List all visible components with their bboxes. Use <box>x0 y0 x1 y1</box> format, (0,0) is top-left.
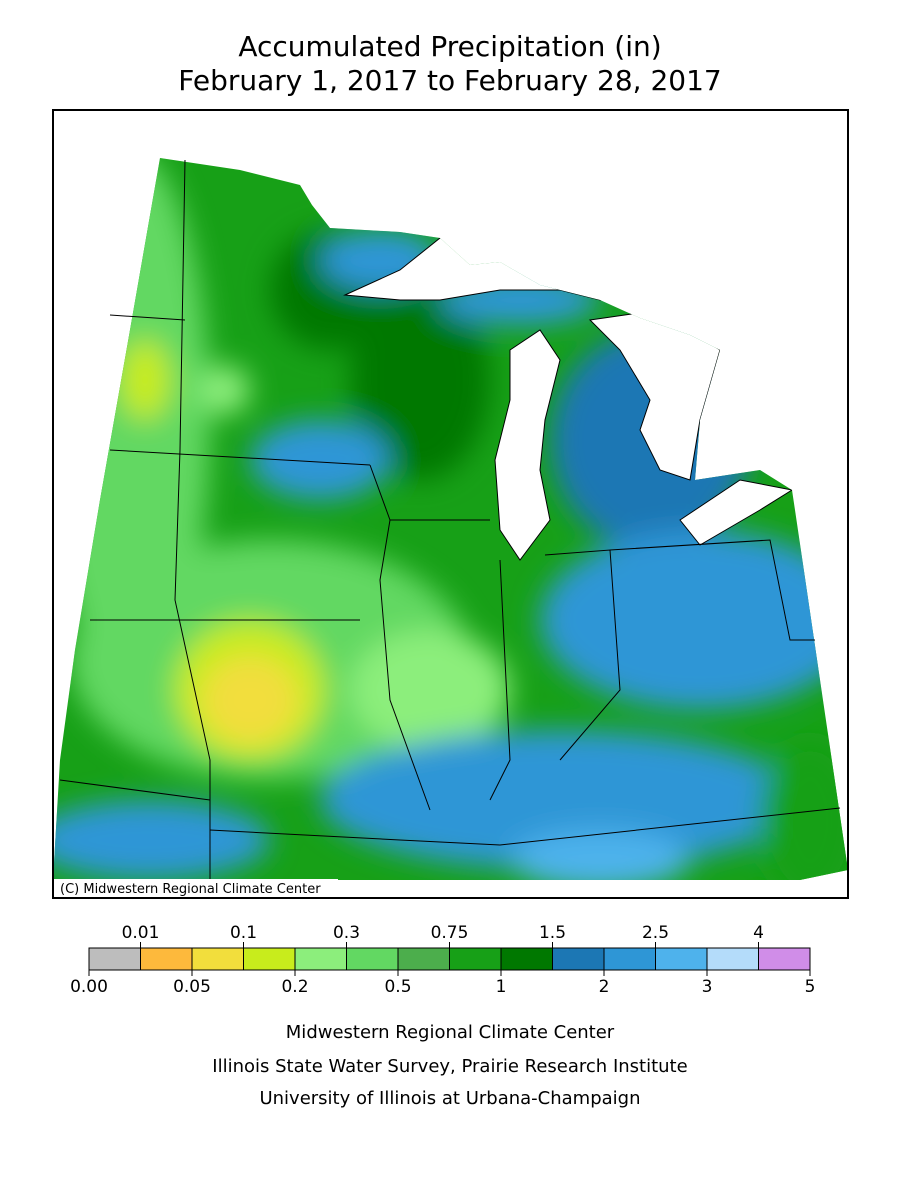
footer-line: University of Illinois at Urbana-Champai… <box>259 1088 640 1109</box>
border <box>609 539 815 641</box>
legend-swatch <box>243 947 296 971</box>
border <box>109 314 186 321</box>
legend-swatch <box>191 947 244 971</box>
border <box>109 449 371 466</box>
footer-line: Midwestern Regional Climate Center <box>286 1022 615 1043</box>
legend-swatch <box>603 947 656 971</box>
map-frame <box>52 109 849 899</box>
legend-swatch <box>397 947 450 971</box>
legend-swatch <box>655 947 708 971</box>
legend-swatch <box>88 947 141 971</box>
legend-swatch <box>758 947 811 971</box>
legend-label: 5 <box>805 977 816 997</box>
footer-line: Illinois State Water Survey, Prairie Res… <box>212 1056 687 1077</box>
legend-swatch <box>346 947 399 971</box>
legend-label: 2.5 <box>642 923 669 943</box>
legend-swatch <box>552 947 605 971</box>
legend: 0.00 0.01 0.05 0.1 0.2 0.3 0.5 0.75 1 1.5 2 2.5 3 4 5 <box>70 923 815 997</box>
credit-box <box>54 879 338 897</box>
legend-label: 0.01 <box>122 923 160 943</box>
legend-swatch <box>449 947 502 971</box>
legend-swatch <box>500 947 553 971</box>
state-borders <box>59 159 841 880</box>
map-credit: (C) Midwestern Regional Climate Center <box>60 882 321 897</box>
legend-label: 0.2 <box>281 977 308 997</box>
legend-swatch <box>706 947 759 971</box>
title: Accumulated Precipitation (in) <box>238 30 661 63</box>
legend-label: 4 <box>753 923 764 943</box>
legend-label: 0.00 <box>70 977 108 997</box>
legend-label: 3 <box>702 977 713 997</box>
legend-label: 1 <box>496 977 507 997</box>
border <box>544 549 621 761</box>
legend-label: 1.5 <box>539 923 566 943</box>
border <box>59 779 211 801</box>
legend-label: 0.75 <box>431 923 469 943</box>
legend-label: 0.5 <box>384 977 411 997</box>
lake-erie <box>679 479 794 546</box>
border <box>209 807 841 846</box>
legend-label: 0.1 <box>230 923 257 943</box>
lake-michigan <box>494 329 561 561</box>
border <box>379 519 431 811</box>
legend-label: 2 <box>599 977 610 997</box>
subtitle: February 1, 2017 to February 28, 2017 <box>178 64 721 97</box>
border <box>489 559 511 801</box>
legend-swatch <box>294 947 347 971</box>
legend-swatch <box>140 947 193 971</box>
legend-label: 0.05 <box>173 977 211 997</box>
legend-label: 0.3 <box>333 923 360 943</box>
